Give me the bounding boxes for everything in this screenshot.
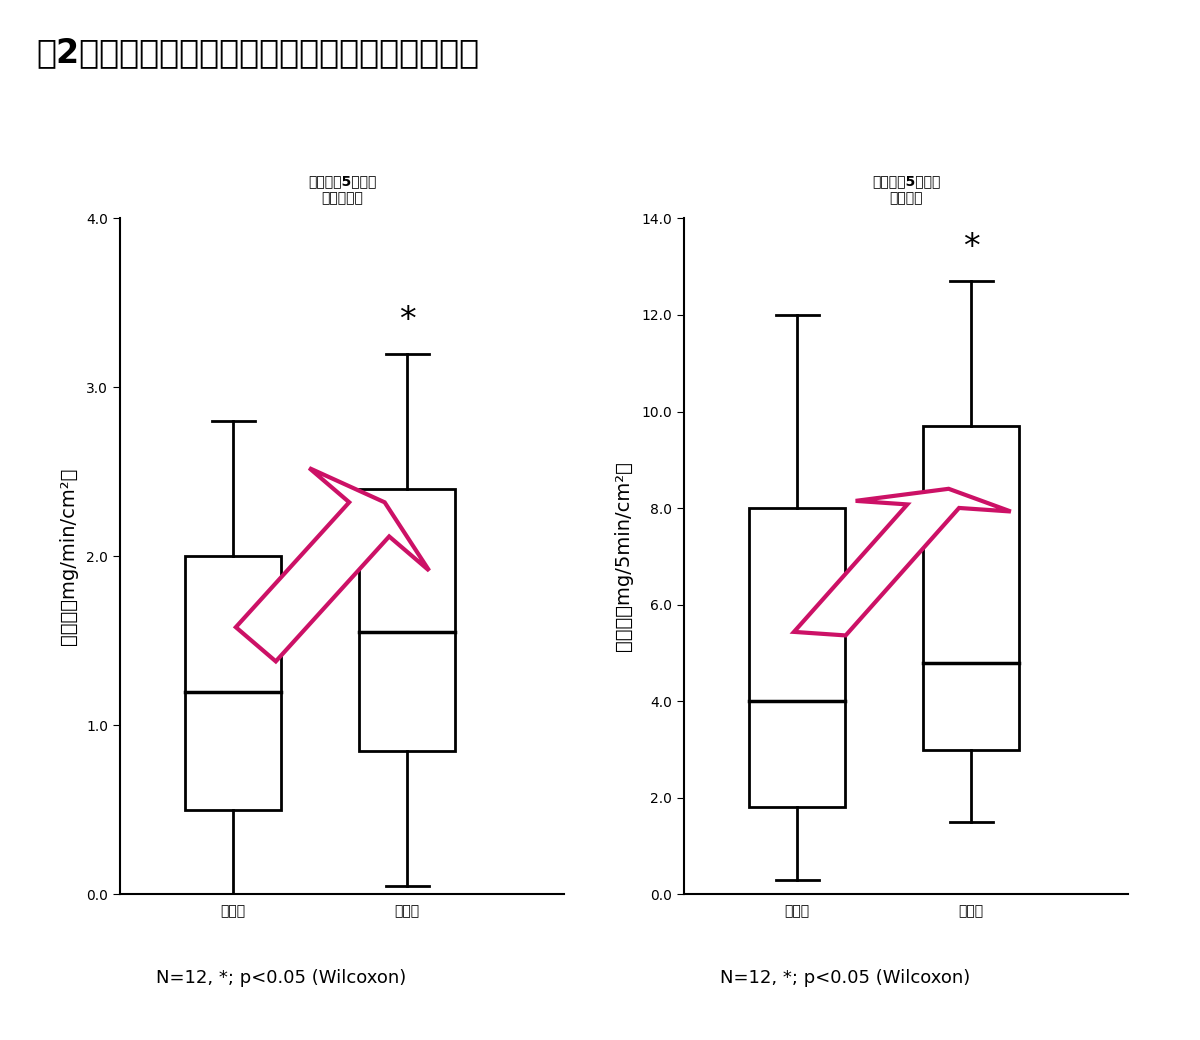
Polygon shape: [794, 489, 1010, 635]
Bar: [185, 556, 281, 810]
Text: 図2　運動（歩行）終了前後のワキ発汗量の比較: 図2 運動（歩行）終了前後のワキ発汗量の比較: [36, 36, 479, 70]
Title: 歩行前後5分間の
最大発汗量: 歩行前後5分間の 最大発汗量: [308, 175, 376, 205]
Text: N=12, *; p<0.05 (Wilcoxon): N=12, *; p<0.05 (Wilcoxon): [720, 968, 971, 987]
Bar: [924, 426, 1019, 750]
Bar: [749, 509, 845, 807]
Text: *: *: [962, 231, 979, 264]
Text: N=12, *; p<0.05 (Wilcoxon): N=12, *; p<0.05 (Wilcoxon): [156, 968, 407, 987]
Title: 歩行前後5分間の
総発汗量: 歩行前後5分間の 総発汗量: [872, 175, 940, 205]
Y-axis label: 発汗量（mg/5min/cm²）: 発汗量（mg/5min/cm²）: [614, 462, 634, 651]
Text: *: *: [398, 304, 415, 337]
Bar: [360, 489, 455, 751]
Polygon shape: [236, 468, 430, 661]
Y-axis label: 発汗量（mg/min/cm²）: 発汗量（mg/min/cm²）: [59, 468, 78, 645]
